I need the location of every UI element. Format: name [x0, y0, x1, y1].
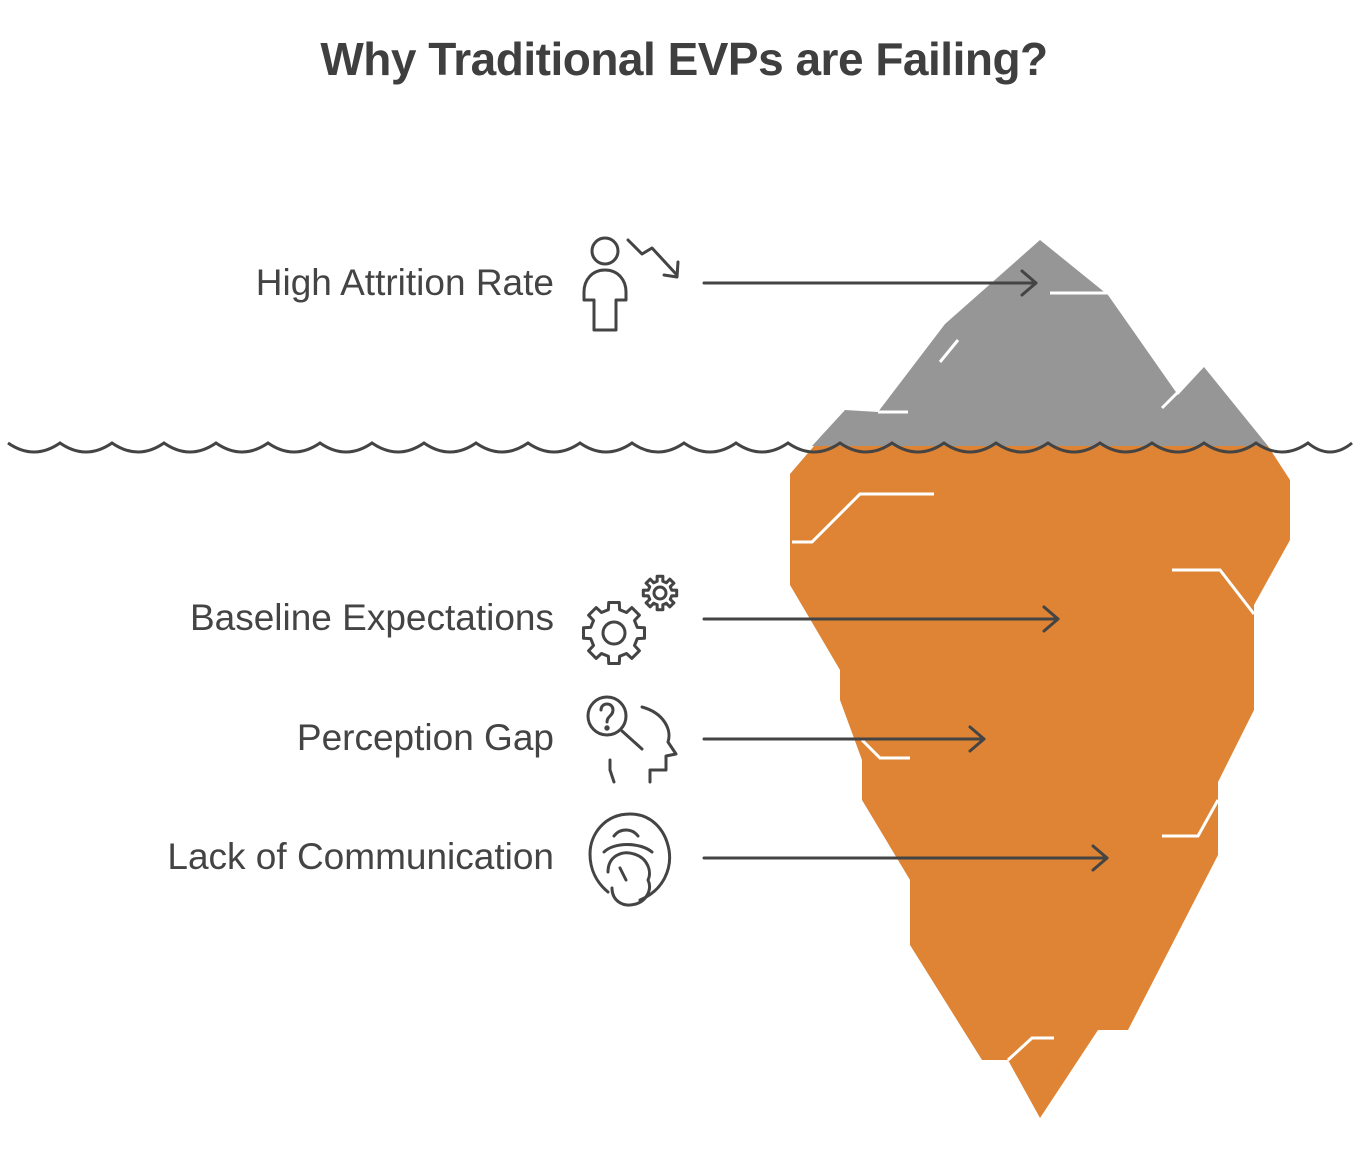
diagram-title: Why Traditional EVPs are Failing?: [320, 33, 1048, 85]
iceberg-tip: [812, 240, 1268, 446]
arrow-perception-gap: [702, 725, 986, 753]
body-highlights: [792, 492, 1256, 1062]
silenced-face-icon: [588, 812, 672, 907]
head-question-icon: [586, 695, 678, 784]
arrow-baseline-expectations: [702, 605, 1060, 633]
label-high-attrition-rate: High Attrition Rate: [255, 262, 554, 303]
arrow-high-attrition: [702, 269, 1038, 297]
iceberg-body: [790, 446, 1290, 1118]
tip-highlights: [878, 291, 1180, 414]
gears-icon: [582, 574, 679, 665]
label-lack-of-communication: Lack of Communication: [167, 836, 554, 877]
arrow-lack-of-communication: [702, 844, 1109, 872]
water-line: [7, 441, 1353, 454]
label-perception-gap: Perception Gap: [296, 717, 554, 758]
label-baseline-expectations: Baseline Expectations: [189, 597, 554, 638]
connector-arrows: [702, 269, 1109, 872]
person-decline-icon: [582, 236, 680, 332]
